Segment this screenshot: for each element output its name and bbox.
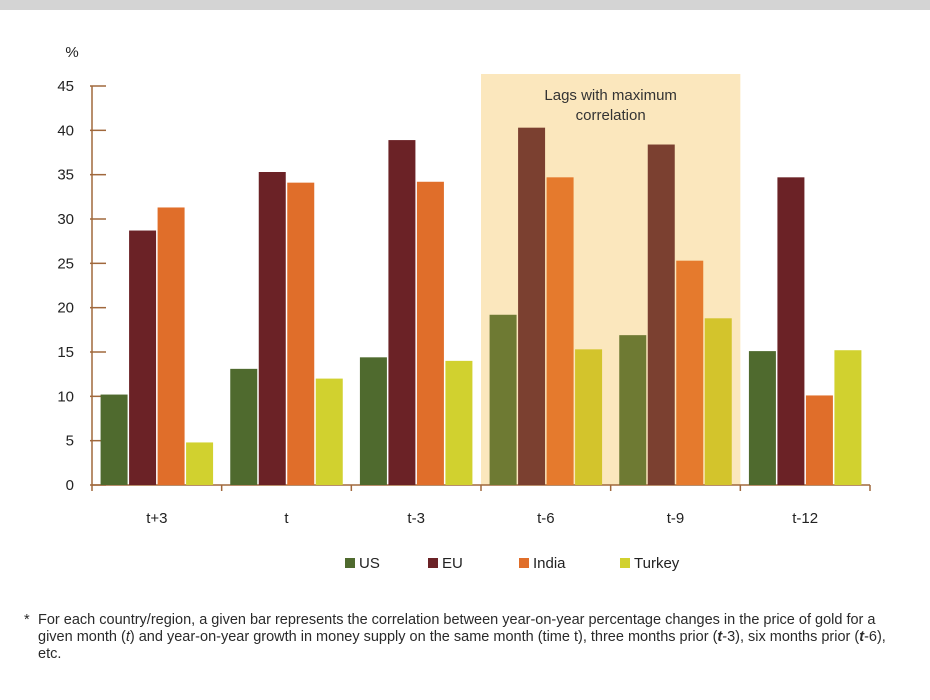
footnote-marker: * — [24, 612, 30, 628]
legend-swatch-turkey — [620, 558, 630, 568]
bar-us-t-9 — [619, 335, 647, 485]
y-tick-label: 10 — [57, 388, 74, 405]
bar-eu-t+3 — [129, 230, 157, 485]
x-tick-label: t-12 — [792, 510, 818, 527]
y-tick-label: 45 — [57, 78, 74, 95]
bar-eu-t-12 — [777, 177, 805, 485]
x-tick-label: t-9 — [667, 510, 685, 527]
bar-turkey-t-6 — [575, 349, 603, 485]
bar-india-t-3 — [416, 181, 444, 485]
y-tick-label: 20 — [57, 300, 74, 317]
bar-eu-t-3 — [388, 140, 416, 485]
bar-us-t — [230, 368, 258, 485]
x-tick-label: t+3 — [146, 510, 167, 527]
bar-us-t-12 — [748, 351, 776, 485]
footnote-run: t — [717, 629, 723, 645]
x-tick-label: t-3 — [407, 510, 425, 527]
footnote-run: t — [859, 629, 865, 645]
bar-chart: Lags with maximum correlation 0 5 10 15 20 25 30… — [57, 44, 871, 572]
y-tick-label: 0 — [66, 477, 74, 494]
legend-swatch-us — [345, 558, 355, 568]
highlight-label-line1: Lags with maximum — [544, 87, 677, 104]
x-tick-label: t-6 — [537, 510, 555, 527]
legend-swatch-eu — [428, 558, 438, 568]
legend-swatch-india — [519, 558, 529, 568]
legend-label-india: India — [533, 555, 566, 572]
x-tick-label: t — [284, 510, 289, 527]
bar-india-t-9 — [676, 260, 704, 485]
bar-us-t+3 — [100, 394, 128, 485]
bar-turkey-t-9 — [704, 318, 732, 485]
bar-turkey-t+3 — [186, 442, 214, 485]
y-tick-label: 30 — [57, 211, 74, 228]
bar-india-t-12 — [805, 395, 833, 485]
legend-label-turkey: Turkey — [634, 555, 680, 572]
footnote-text: For each country/region, a given bar rep… — [38, 612, 886, 662]
footnote-run: ) and year-on-year growth in money suppl… — [129, 629, 718, 645]
y-tick-label: 15 — [57, 344, 74, 361]
top-divider-bar — [0, 0, 930, 10]
bar-india-t — [287, 182, 315, 485]
bar-eu-t-6 — [518, 127, 546, 485]
legend-label-us: US — [359, 555, 380, 572]
bar-us-t-3 — [359, 357, 387, 485]
y-tick-label: 40 — [57, 122, 74, 139]
bar-india-t+3 — [157, 207, 185, 485]
bar-eu-t-9 — [647, 144, 675, 485]
bar-turkey-t — [315, 378, 343, 485]
footnote-run: t — [125, 629, 130, 645]
footnote-run: -3), six months prior ( — [722, 629, 860, 645]
y-axis-label: % — [65, 44, 78, 61]
bar-india-t-6 — [546, 177, 574, 485]
footnote-run: For each country/region, a given bar rep… — [38, 612, 876, 645]
bar-turkey-t-3 — [445, 360, 473, 485]
legend-label-eu: EU — [442, 555, 463, 572]
footnote: * For each country/region, a given bar r… — [24, 612, 888, 663]
y-tick-label: 5 — [66, 433, 74, 450]
bar-turkey-t-12 — [834, 350, 862, 485]
y-tick-label: 25 — [57, 255, 74, 272]
footnote-run: -6), etc. — [38, 629, 886, 662]
bar-eu-t — [258, 172, 286, 486]
y-tick-label: 35 — [57, 167, 74, 184]
bar-us-t-6 — [489, 314, 517, 485]
highlight-label-line2: correlation — [576, 107, 646, 124]
